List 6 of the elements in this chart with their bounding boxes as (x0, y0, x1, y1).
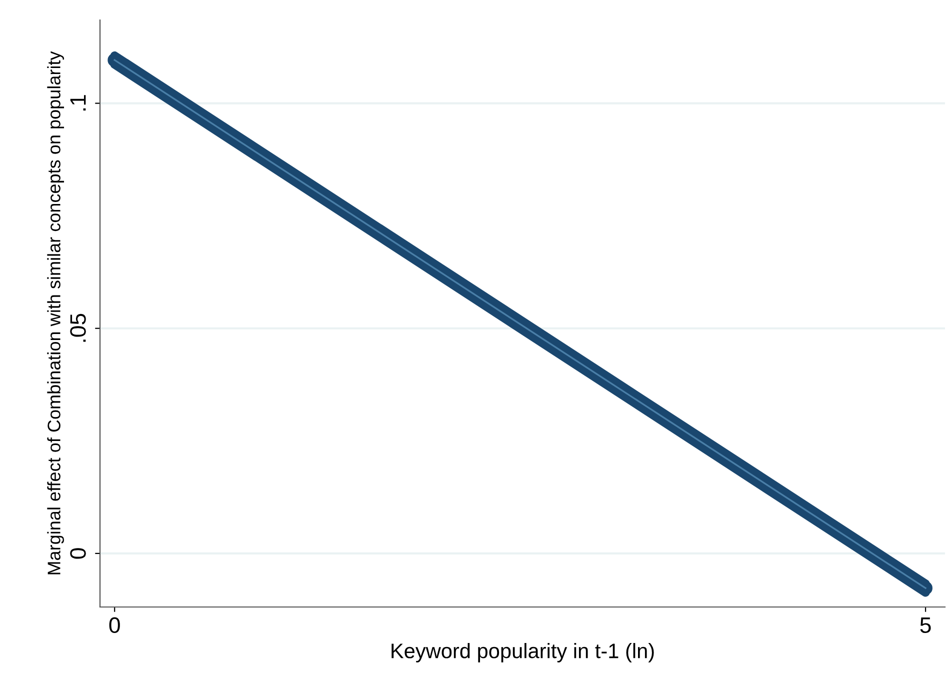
y-axis-title: Marginal effect of Combination with similar concepts on popularity (47, 51, 64, 574)
x-axis-title: Keyword popularity in t-1 (ln) (392, 642, 654, 662)
y-tick-label: .05 (70, 314, 86, 342)
y-tick-label: .1 (70, 95, 86, 111)
y-tick-label: 0 (70, 548, 86, 559)
x-tick-label: 5 (920, 618, 931, 634)
